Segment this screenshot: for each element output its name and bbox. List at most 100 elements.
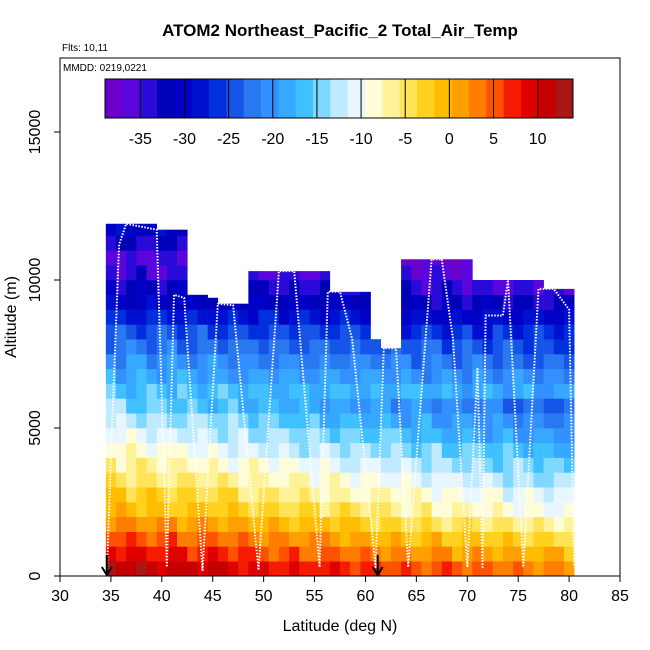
heatmap-cell [278,546,290,562]
heatmap-cell [238,324,249,340]
heatmap-cell [258,561,270,577]
heatmap-cell [513,442,524,458]
heatmap-cell [380,472,392,488]
heatmap-cell [513,487,524,503]
heatmap-cell [268,354,280,370]
heatmap-cell [105,428,117,444]
heatmap-cell [136,280,147,296]
heatmap-cell [309,280,320,296]
heatmap-cell [329,413,341,429]
heatmap-cell [543,428,555,444]
heatmap-cell [482,472,494,488]
heatmap-cell [462,413,473,429]
heatmap-cell [207,531,219,547]
heatmap-cell [329,487,341,503]
heatmap-cell [462,280,473,296]
heatmap-cell [156,472,168,488]
heatmap-cell [309,516,320,532]
heatmap-cell [309,428,320,444]
heatmap-cell [523,354,534,370]
heatmap-cell [166,472,178,488]
heatmap-cell [289,324,300,340]
heatmap-cell [421,383,432,399]
heatmap-cell [340,487,351,503]
heatmap-cell [126,339,137,355]
heatmap-cell [543,546,555,562]
heatmap-cell [543,531,555,547]
heatmap-cell [370,398,382,414]
heatmap-cell [411,368,422,384]
heatmap-cell [360,398,371,414]
heatmap-cell [340,516,351,532]
heatmap-cell [340,502,351,518]
heatmap-cell [441,413,453,429]
heatmap-cell [268,398,280,414]
heatmap-cell [452,457,463,473]
heatmap-cell [289,472,300,488]
heatmap-cell [553,457,565,473]
heatmap-cell [350,531,361,547]
heatmap-cell [105,531,117,547]
heatmap-cell [431,368,443,384]
heatmap-cell [156,229,168,236]
y-tick-label: 0 [27,571,44,580]
heatmap-cell [421,280,432,296]
heatmap-cell [452,280,463,296]
heatmap-cell [411,309,422,325]
heatmap-cell [248,354,259,370]
heatmap-cell [238,442,249,458]
plot-frame [59,57,621,577]
heatmap-cell [248,309,259,325]
heatmap-cell [228,368,239,384]
heatmap-cell [380,531,392,547]
heatmap-cell [187,472,198,488]
heatmap-cell [564,561,575,577]
heatmap-cell [258,457,270,473]
heatmap-cell [258,324,270,340]
heatmap-cell [350,339,361,355]
y-tick-label: 10000 [27,258,44,303]
heatmap-cell [329,531,341,547]
heatmap-cell [319,271,331,281]
heatmap-cell [105,324,117,340]
heatmap-cell [360,487,371,503]
heatmap-cell [248,442,259,458]
heatmap-cell [472,398,483,414]
heatmap-cell [116,383,127,399]
heatmap-cell [126,383,137,399]
heatmap-cell [390,398,402,414]
heatmap-cell [502,383,514,399]
heatmap-cell [380,348,392,355]
heatmap-cell [533,324,544,340]
heatmap-cell [177,235,188,251]
heatmap-cell [482,309,494,325]
heatmap-cell [492,487,504,503]
heatmap-cell [116,428,127,444]
heatmap-cell [177,546,188,562]
heatmap-cell [441,457,453,473]
heatmap-cell [126,428,137,444]
heatmap-cell [340,413,351,429]
heatmap-cell [421,428,432,444]
heatmap-cell [228,487,239,503]
heatmap-cell [492,309,504,325]
heatmap-cell [543,472,555,488]
heatmap-cell [248,294,259,310]
heatmap-cell [401,413,412,429]
heatmap-cell [513,472,524,488]
heatmap-cell [207,297,219,310]
heatmap-cell [553,561,565,577]
heatmap-cell [238,309,249,325]
heatmap-cell [492,546,504,562]
x-tick-label: 45 [204,588,222,605]
heatmap-cell [411,457,422,473]
heatmap-cell [319,457,331,473]
heatmap-cell [502,472,514,488]
heatmap-cell [401,265,412,281]
heatmap-cell [116,265,127,281]
heatmap-cell [116,546,127,562]
heatmap-cell [105,294,117,310]
heatmap-cell [401,280,412,296]
heatmap-cell [360,502,371,518]
